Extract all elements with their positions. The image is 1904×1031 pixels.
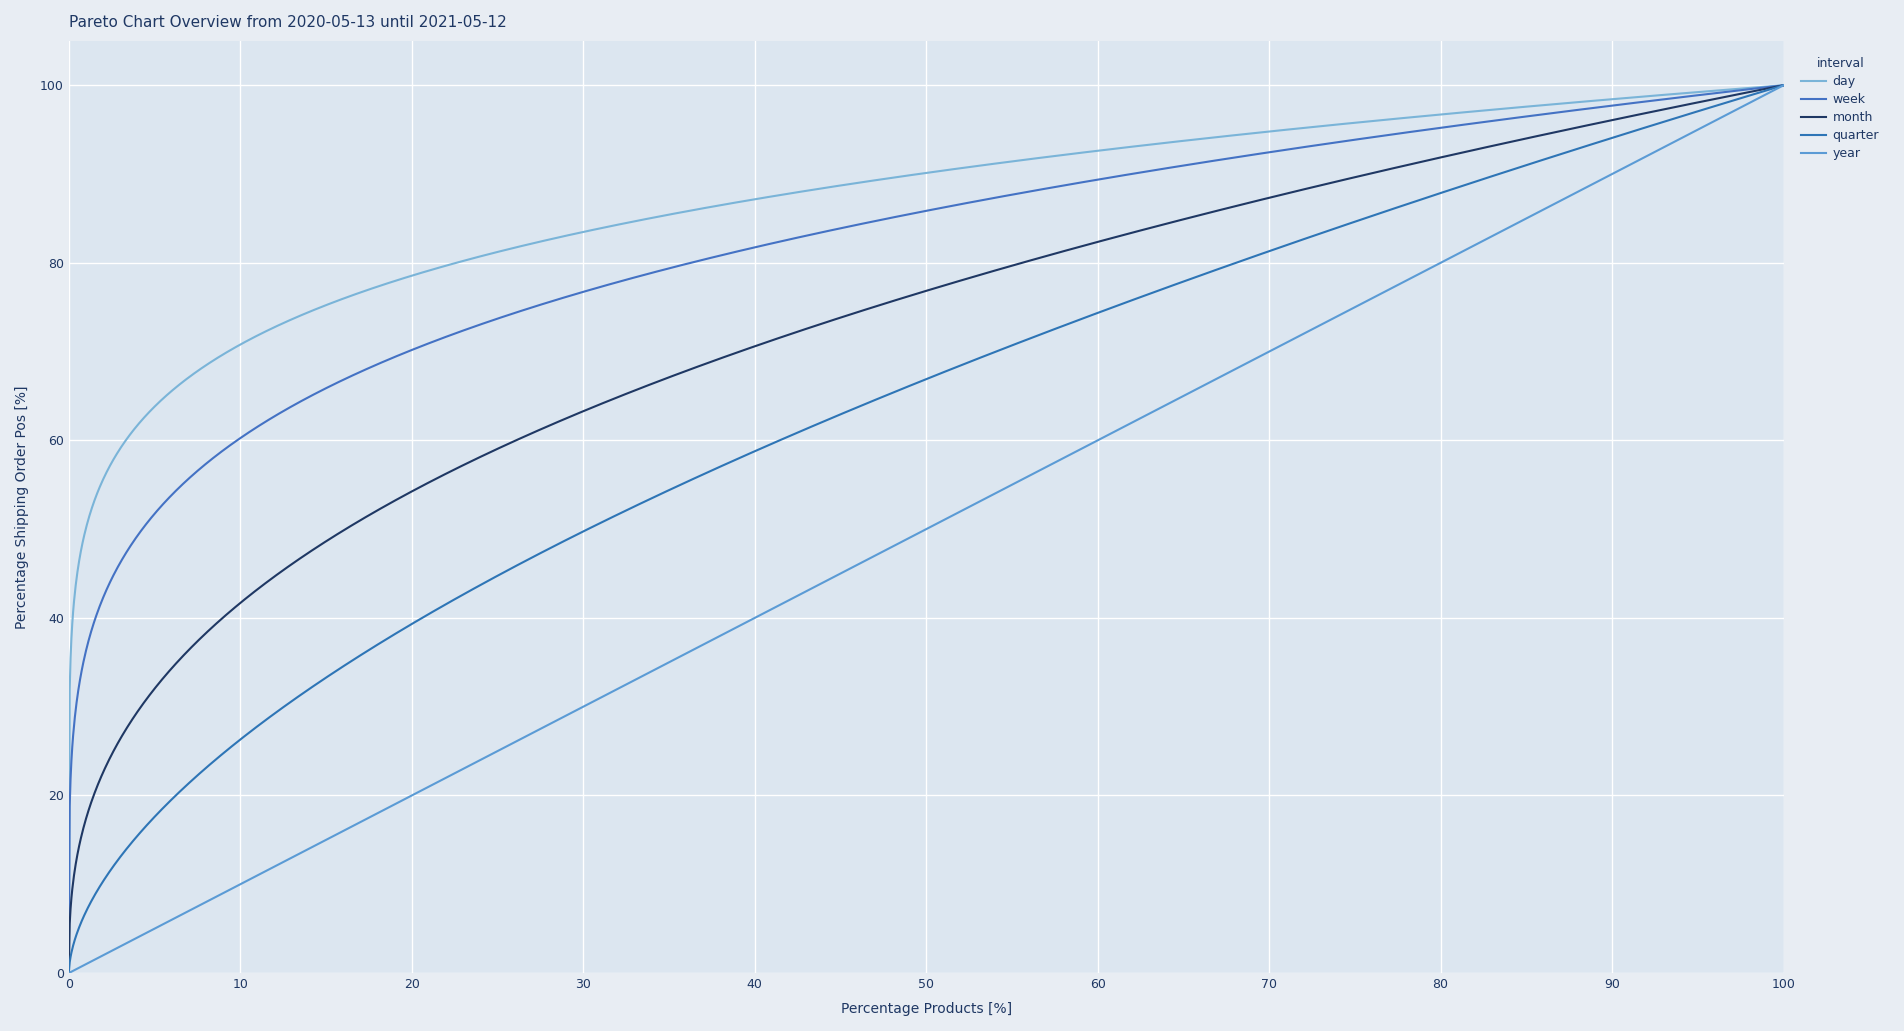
month [1723, 89, 1746, 101]
year [1721, 105, 1744, 118]
year [891, 535, 914, 547]
week [891, 209, 914, 222]
week [1721, 85, 1744, 97]
year [845, 559, 868, 571]
month [1721, 89, 1744, 101]
Y-axis label: Percentage Shipping Order Pos [%]: Percentage Shipping Order Pos [%] [15, 386, 29, 629]
year [1723, 105, 1746, 118]
week [1773, 79, 1795, 92]
quarter [57, 967, 80, 979]
quarter [1773, 79, 1795, 92]
week [845, 219, 868, 231]
Line: quarter: quarter [69, 86, 1784, 973]
month [145, 680, 168, 693]
day [891, 170, 914, 182]
year [1773, 79, 1795, 92]
week [57, 967, 80, 979]
month [891, 292, 914, 304]
year [145, 922, 168, 934]
week [1407, 125, 1430, 137]
Line: week: week [69, 86, 1784, 973]
quarter [145, 808, 168, 821]
year [57, 967, 80, 979]
quarter [1721, 95, 1744, 107]
day [1721, 84, 1744, 96]
Legend: day, week, month, quarter, year: day, week, month, quarter, year [1792, 47, 1889, 170]
quarter [1723, 94, 1746, 106]
day [1773, 79, 1795, 92]
Line: month: month [69, 86, 1784, 973]
day [1407, 110, 1430, 123]
X-axis label: Percentage Products [%]: Percentage Products [%] [842, 1002, 1011, 1016]
day [145, 399, 168, 411]
day [57, 967, 80, 979]
month [845, 306, 868, 319]
Text: Pareto Chart Overview from 2020-05-13 until 2021-05-12: Pareto Chart Overview from 2020-05-13 un… [69, 15, 506, 30]
Line: year: year [69, 86, 1784, 973]
month [1407, 156, 1430, 168]
Line: day: day [69, 86, 1784, 973]
quarter [891, 383, 914, 395]
year [1407, 268, 1430, 280]
quarter [845, 401, 868, 413]
day [1723, 84, 1746, 96]
week [145, 505, 168, 518]
month [57, 967, 80, 979]
month [1773, 79, 1795, 92]
quarter [1407, 194, 1430, 206]
day [845, 176, 868, 189]
week [1723, 85, 1746, 97]
